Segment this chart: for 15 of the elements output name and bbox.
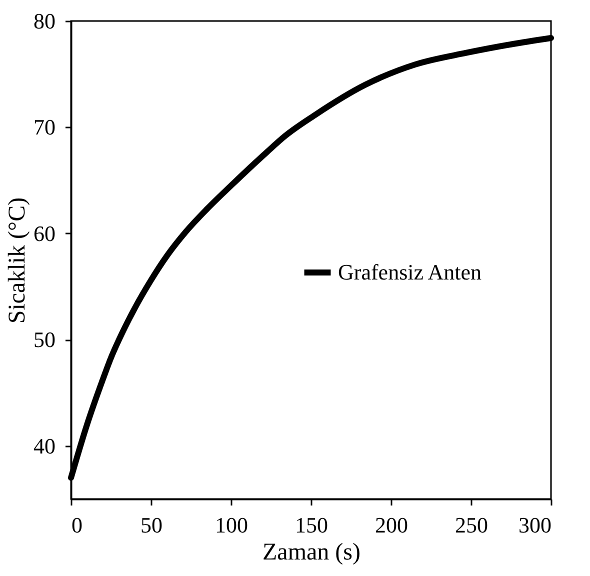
x-tick-label: 100 [215, 512, 248, 538]
y-tick-label: 50 [34, 327, 56, 352]
y-tick-label: 40 [34, 433, 56, 458]
y-tick-label: 60 [34, 220, 56, 246]
y-tick-label: 80 [34, 8, 56, 34]
x-tick-label: 50 [140, 512, 162, 538]
legend-label: Grafensiz Anten [338, 260, 482, 284]
x-tick-label: 250 [455, 512, 488, 538]
y-axis-title: Sicaklik (°C) [4, 197, 30, 324]
x-tick-label: 200 [375, 512, 408, 538]
x-axis-title: Zaman (s) [262, 540, 360, 566]
x-tick-label: 300 [518, 512, 552, 538]
x-tick-label: 150 [295, 512, 328, 538]
y-tick-label: 70 [34, 114, 56, 140]
x-tick-label: 0 [72, 512, 82, 538]
